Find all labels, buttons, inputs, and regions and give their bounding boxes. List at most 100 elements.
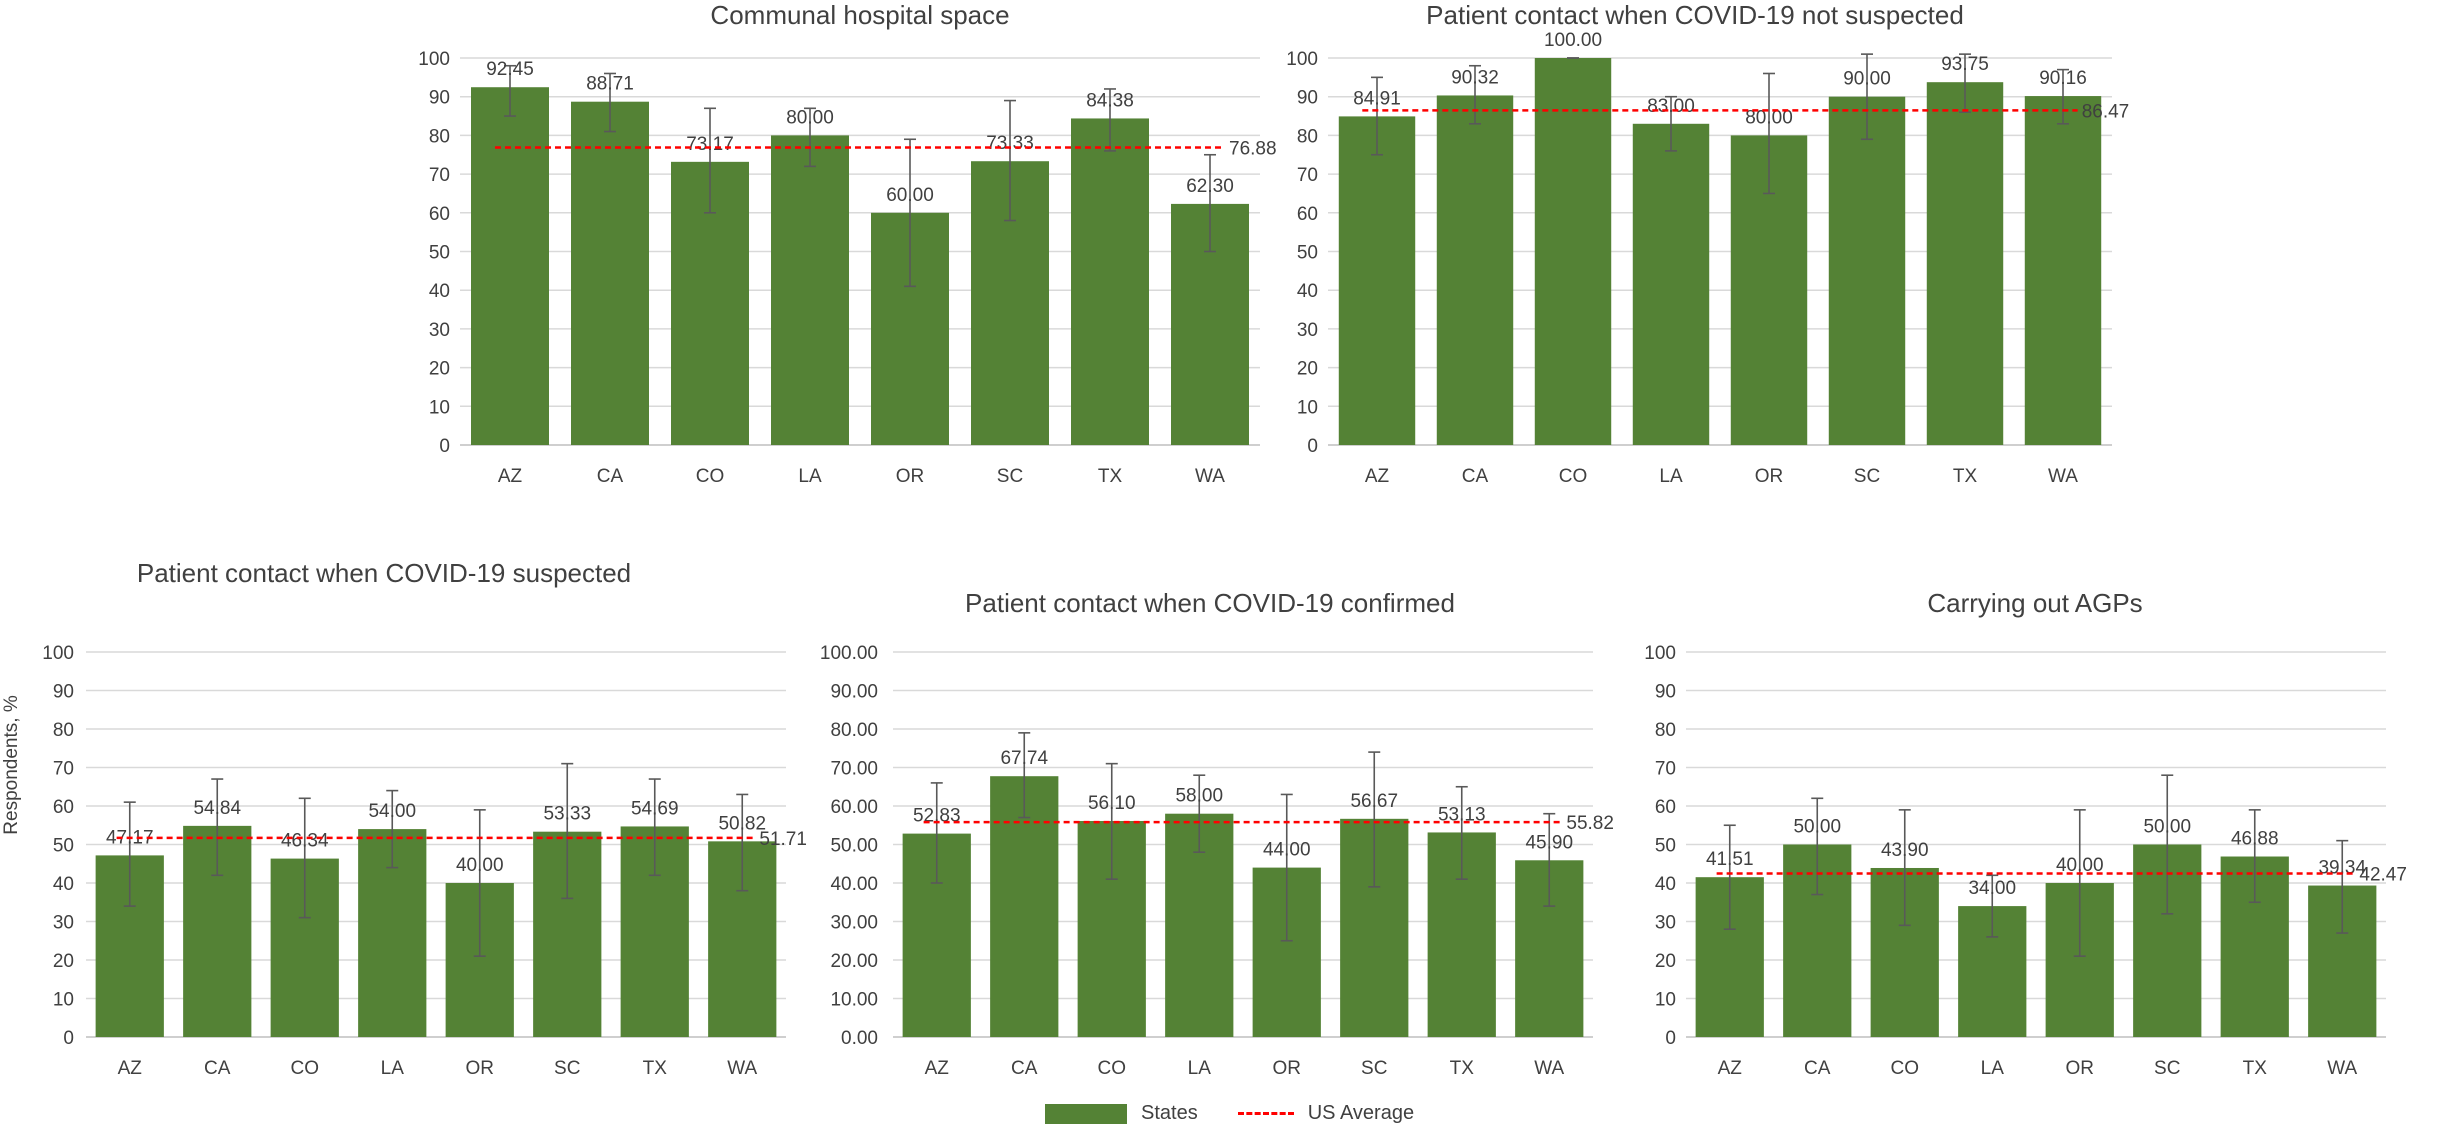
y-tick-label: 90 — [53, 682, 74, 703]
x-tick-label: TX — [1953, 466, 1978, 487]
y-tick-label: 70 — [1297, 165, 1318, 186]
bar-ca — [990, 776, 1059, 1037]
y-tick-label: 100.00 — [820, 643, 878, 664]
y-tick-label: 50 — [1655, 836, 1676, 857]
chart-panel-5: Carrying out AGPs 0 10 20 30 40 50 60 70 80 90 100 4… — [1644, 588, 2407, 1079]
legend: States US Average — [1045, 1102, 1414, 1125]
chart-panel-3: Patient contact when COVID-19 suspected 0… — [42, 558, 807, 1079]
x-tick-label: WA — [727, 1058, 757, 1079]
data-label: 56.10 — [1088, 793, 1136, 814]
bar-ca — [571, 101, 649, 446]
x-tick-label: LA — [1188, 1058, 1212, 1079]
chart-title: Patient contact when COVID-19 not suspec… — [1426, 0, 1964, 30]
data-label: 50.82 — [718, 813, 766, 834]
chart-panel-2: Patient contact when COVID-19 not suspec… — [1286, 0, 2129, 487]
y-tick-label: 30 — [429, 320, 450, 341]
y-tick-label: 60.00 — [830, 797, 878, 818]
us-average-label: 86.47 — [2082, 101, 2130, 122]
y-tick-label: 90.00 — [830, 682, 878, 703]
data-label: 46.88 — [2231, 829, 2279, 850]
x-tick-label: TX — [643, 1058, 668, 1079]
y-tick-label: 60 — [1297, 204, 1318, 225]
x-tick-label: AZ — [1718, 1058, 1743, 1079]
y-tick-label: 50 — [1297, 243, 1318, 264]
y-tick-label: 90 — [1655, 682, 1676, 703]
data-label: 93.75 — [1941, 54, 1989, 75]
data-label: 83.00 — [1647, 96, 1695, 117]
y-tick-label: 10 — [1297, 397, 1318, 418]
x-tick-label: SC — [1361, 1058, 1387, 1079]
data-label: 80.00 — [1745, 107, 1793, 128]
data-label: 60.00 — [886, 185, 934, 206]
y-tick-label: 10 — [53, 990, 74, 1011]
bar-az — [471, 87, 549, 445]
y-tick-label: 100 — [42, 643, 74, 664]
y-tick-label: 0 — [439, 436, 450, 457]
data-label: 92.45 — [486, 59, 534, 80]
data-label: 90.16 — [2039, 68, 2087, 89]
bar-az — [1338, 116, 1416, 445]
x-tick-label: WA — [2048, 466, 2078, 487]
x-tick-label: CO — [291, 1058, 320, 1079]
y-tick-label: 10 — [429, 397, 450, 418]
data-label: 100.00 — [1544, 30, 1602, 51]
data-label: 54.69 — [631, 798, 679, 819]
y-tick-label: 70 — [1655, 759, 1676, 780]
legend-entry-states: States — [1045, 1102, 1198, 1125]
x-tick-label: AZ — [498, 466, 523, 487]
bar-la — [1632, 123, 1710, 445]
y-tick-label: 80 — [1297, 126, 1318, 147]
y-tick-label: 30 — [1655, 913, 1676, 934]
bar-wa — [2024, 96, 2102, 445]
y-tick-label: 70 — [53, 759, 74, 780]
y-tick-label: 20 — [53, 951, 74, 972]
y-tick-label: 40 — [429, 281, 450, 302]
y-tick-label: 80 — [429, 126, 450, 147]
y-tick-label: 30.00 — [830, 913, 878, 934]
x-tick-label: CO — [1098, 1058, 1127, 1079]
data-label: 53.33 — [543, 804, 591, 825]
us-average-label: 55.82 — [1566, 813, 1614, 834]
x-tick-label: LA — [1981, 1058, 2005, 1079]
data-label: 50.00 — [1793, 817, 1841, 838]
x-tick-label: AZ — [925, 1058, 950, 1079]
y-tick-label: 20 — [1655, 951, 1676, 972]
y-axis-label: Respondents, % — [1, 695, 22, 835]
bar-la — [771, 135, 849, 445]
y-tick-label: 80 — [1655, 720, 1676, 741]
y-tick-label: 30 — [53, 913, 74, 934]
data-label: 73.17 — [686, 134, 734, 155]
chart-title: Patient contact when COVID-19 confirmed — [965, 588, 1455, 618]
y-tick-label: 40 — [1655, 874, 1676, 895]
y-tick-label: 60 — [53, 797, 74, 818]
data-label: 44.00 — [1263, 840, 1311, 861]
x-tick-label: AZ — [118, 1058, 143, 1079]
y-tick-label: 20.00 — [830, 951, 878, 972]
legend-swatch-states — [1045, 1103, 1127, 1124]
x-tick-label: TX — [1098, 466, 1123, 487]
y-tick-label: 0 — [1307, 436, 1318, 457]
bar-sc — [1828, 96, 1906, 445]
y-tick-label: 90 — [1297, 88, 1318, 109]
data-label: 58.00 — [1175, 786, 1223, 807]
data-label: 88.71 — [586, 74, 634, 95]
x-tick-label: CA — [1804, 1058, 1831, 1079]
data-label: 62.30 — [1186, 176, 1234, 197]
data-label: 84.38 — [1086, 90, 1134, 111]
chart-panel-1: Communal hospital space 0 10 20 30 40 50 60 70 80… — [418, 0, 1276, 487]
x-tick-label: CO — [1891, 1058, 1920, 1079]
x-tick-label: WA — [2327, 1058, 2357, 1079]
data-label: 46.34 — [281, 831, 329, 852]
data-label: 67.74 — [1000, 748, 1048, 769]
x-tick-label: OR — [1273, 1058, 1302, 1079]
data-label: 54.00 — [368, 801, 416, 822]
x-tick-label: CA — [597, 466, 624, 487]
chart-panel-4: Patient contact when COVID-19 confirmed 0… — [820, 588, 1614, 1079]
legend-label-states: States — [1141, 1102, 1198, 1124]
y-tick-label: 50 — [53, 836, 74, 857]
data-label: 90.00 — [1843, 69, 1891, 90]
x-tick-label: OR — [466, 1058, 495, 1079]
y-tick-label: 80 — [53, 720, 74, 741]
x-tick-label: LA — [798, 466, 822, 487]
